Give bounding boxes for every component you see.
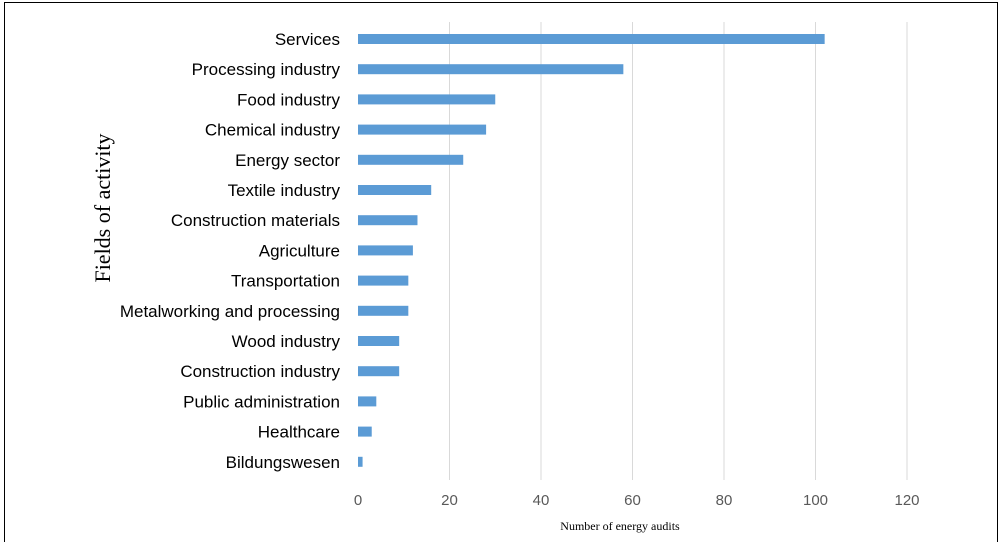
category-label: Healthcare: [258, 423, 340, 442]
category-label: Construction materials: [171, 211, 340, 230]
bar: [358, 336, 400, 346]
category-label: Agriculture: [259, 241, 340, 260]
bar: [358, 275, 409, 286]
x-tick-label: 60: [624, 492, 641, 509]
category-label: Chemical industry: [205, 121, 341, 140]
x-tick-label: 20: [441, 492, 458, 509]
x-tick-label: 80: [716, 492, 733, 509]
category-label: Metalworking and processing: [120, 302, 340, 321]
bar: [358, 154, 464, 165]
bar: [358, 456, 363, 467]
category-label: Services: [275, 30, 340, 49]
bar: [358, 124, 487, 135]
x-tick-label: 0: [354, 492, 362, 509]
x-tick-label: 120: [894, 492, 919, 509]
bars: [358, 34, 825, 467]
bar: [358, 245, 413, 256]
category-label: Construction industry: [180, 362, 340, 381]
category-labels: Services Processing industry Food industry…: [120, 30, 341, 472]
category-label: Bildungswesen: [226, 453, 340, 472]
bar: [358, 396, 377, 407]
category-label: Public administration: [183, 392, 340, 411]
bar: [358, 185, 432, 195]
bar: [358, 64, 624, 75]
figure-frame: [4, 2, 998, 542]
x-axis-title: Number of energy audits: [560, 519, 680, 533]
category-label: Processing industry: [192, 60, 341, 79]
y-axis-title: Fields of activity: [90, 133, 115, 282]
bar: [358, 366, 400, 377]
gridlines: [449, 22, 908, 480]
category-label: Food industry: [237, 90, 340, 109]
x-tick-label: 40: [533, 492, 550, 509]
bar: [358, 34, 825, 44]
bar: [358, 94, 496, 105]
category-label: Transportation: [231, 272, 340, 291]
category-label: Wood industry: [232, 332, 341, 351]
x-tick-label: 100: [803, 492, 828, 509]
x-tick-labels: 0 20 40 60 80 100 120: [354, 492, 920, 509]
bar: [358, 215, 418, 226]
bar: [358, 426, 372, 437]
category-label: Textile industry: [228, 181, 341, 200]
bar: [358, 305, 409, 316]
category-label: Energy sector: [235, 151, 340, 170]
